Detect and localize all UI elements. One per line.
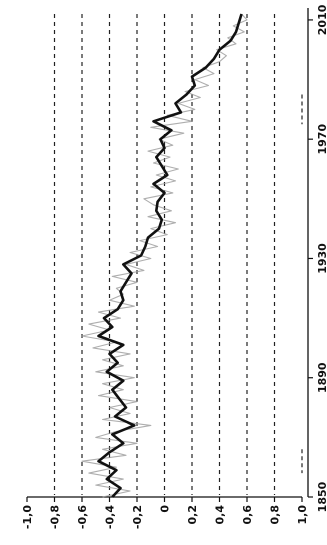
time-tick-label: 1970 [316,124,327,155]
value-tick-label: -0,8 [49,505,62,529]
value-tick-label: 0,2 [186,505,199,525]
axes [27,8,313,502]
value-tick-label: -1,0 [21,505,34,529]
value-tick-label: 0 [159,505,172,513]
value-tick-label: -0,4 [104,505,117,529]
value-tick-label: 0,8 [269,505,282,525]
value-tick-label: -0,2 [131,505,144,529]
grid-lines [55,14,303,495]
time-tick-label: 2010 [316,4,327,35]
value-tick-label: 0,6 [241,505,254,525]
value-tick-label: -0,6 [76,505,89,529]
value-tick-label: 1,0 [296,505,309,525]
tick-labels: 1,0 0,8 0,6 0,4 0,2 0 -0,2 -0,4 -0,6 -0,8 -1,0 1850… [21,4,327,529]
time-tick-label: 1930 [316,243,327,274]
value-tick-label: 0,4 [214,505,227,525]
time-tick-label: 1890 [316,362,327,393]
time-tick-label: 1850 [316,481,327,512]
